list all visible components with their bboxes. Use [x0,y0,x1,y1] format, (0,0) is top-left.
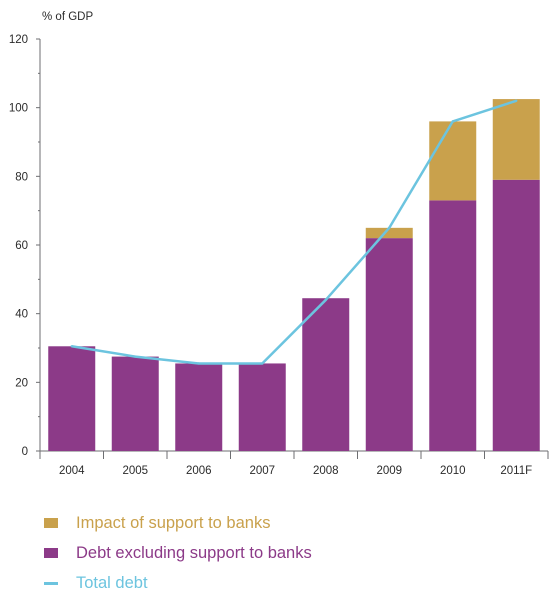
point-total-debt-2009 [388,226,391,230]
y-axis-label: % of GDP [42,11,93,23]
bar-support-2010 [429,121,477,201]
x-tick-label: 2008 [313,465,339,477]
legend-label-total-debt: Total debt [76,573,148,592]
point-total-debt-2005 [134,355,137,358]
point-total-debt-2007 [261,362,264,365]
bar-debt-excluding-2007 [238,363,286,451]
point-total-debt-2006 [197,362,200,365]
x-tick-label: 2005 [122,465,148,477]
point-total-debt-2011F [515,99,518,103]
bar-support-2009 [365,227,413,239]
y-tick-label: 60 [15,240,28,252]
legend-swatch-total-debt [44,581,58,585]
x-tick-label: 2006 [186,465,212,477]
y-tick-label: 40 [15,309,28,321]
x-tick-label: 2011F [500,465,532,477]
bar-debt-excluding-2009 [365,238,413,451]
x-tick-label: 2007 [249,465,275,477]
legend-item-support: Impact of support to banks [44,508,312,538]
legend-swatch-support [44,518,58,528]
bar-support-2011F [492,99,540,180]
point-total-debt-2008 [324,298,327,302]
x-tick-label: 2009 [376,465,402,477]
legend-swatch-debt-excluding [44,548,58,558]
bar-debt-excluding-2011F [492,179,540,451]
y-tick-label: 80 [15,171,28,183]
bar-debt-excluding-2010 [429,200,477,451]
point-total-debt-2004 [70,345,73,348]
legend-label-debt-excluding: Debt excluding support to banks [76,543,312,562]
bar-debt-excluding-2006 [175,363,223,451]
y-tick-label: 100 [9,103,28,115]
bar-debt-excluding-2004 [48,346,96,451]
point-total-debt-2010 [451,120,454,123]
line-total-debt [71,99,517,365]
legend: Impact of support to banks Debt excludin… [44,508,312,598]
y-tick-label: 20 [15,377,28,389]
x-tick-label: 2004 [59,465,85,477]
bar-debt-excluding-2008 [302,298,350,451]
y-tick-label: 120 [9,34,28,46]
y-tick-label: 0 [22,446,28,458]
legend-item-total-debt: Total debt [44,568,312,598]
legend-item-debt-excluding: Debt excluding support to banks [44,538,312,568]
legend-label-support: Impact of support to banks [76,513,271,532]
bar-debt-excluding-2005 [111,356,159,451]
x-tick-label: 2010 [440,465,466,477]
chart: % of GDP 0 20 40 60 80 100 120 2004 2005 2006 2007 2… [9,11,549,477]
